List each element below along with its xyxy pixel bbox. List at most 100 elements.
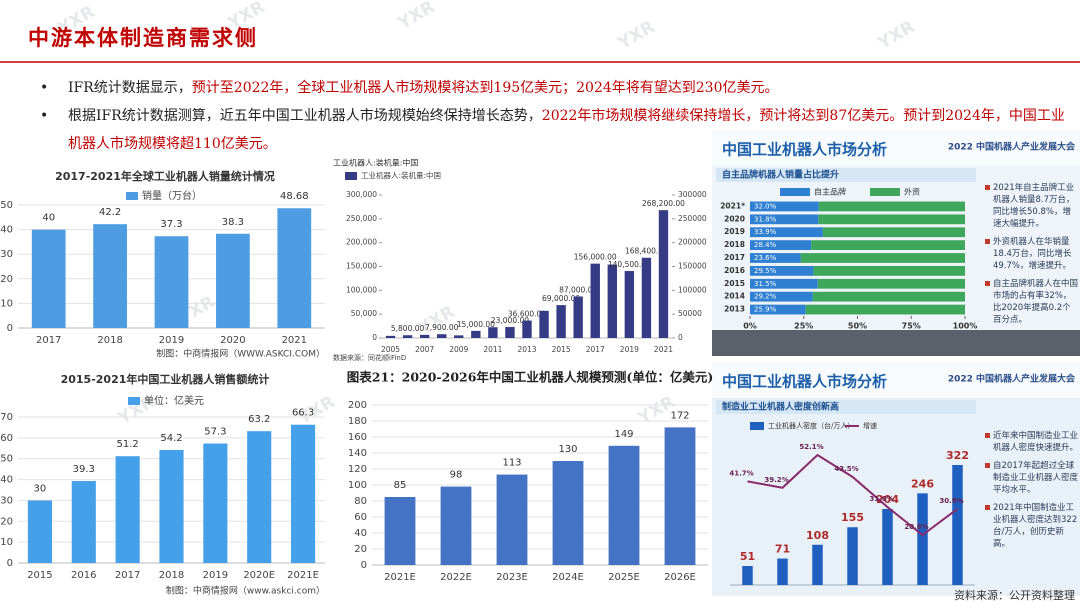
legend-swatch <box>870 188 900 196</box>
photo-subtitle: 制造业工业机器人密度创新高 <box>722 401 839 413</box>
bar <box>291 424 316 563</box>
data-label: 51 <box>740 550 755 563</box>
bullet-text: 2022年市场规模将继续保持增长，预计将达到87亿美元。预计到2024年，中国工… <box>68 108 1065 152</box>
data-label: 7,900.00 <box>425 323 459 332</box>
x-tick-label: 75% <box>902 322 921 331</box>
bar <box>812 544 823 585</box>
x-tick-label: 2015 <box>552 345 571 354</box>
bar <box>952 465 963 585</box>
bar-segment <box>750 253 801 263</box>
x-tick-label: 2024E <box>552 572 584 583</box>
y-tick-label: 300,000 <box>346 190 377 199</box>
bullet-text: 预计至2022年，全球工业机器人市场规模将达到195亿美元；2024年将有望达到… <box>191 80 779 96</box>
data-label: 140,500.00 <box>608 260 651 269</box>
data-label: 23,000.00 <box>491 316 529 325</box>
x-tick-label: 2015 <box>27 570 52 581</box>
x-tick-label: 0% <box>743 322 757 331</box>
bar <box>27 500 52 563</box>
x-tick-label: 2018 <box>159 570 184 581</box>
y-tick-label: 40 <box>0 225 13 236</box>
data-label: 71 <box>775 543 790 556</box>
bar <box>641 257 652 338</box>
bar-segment <box>750 291 813 302</box>
bar-segment <box>811 240 965 251</box>
data-label: 28.4% <box>754 241 777 249</box>
x-tick-label: 2023E <box>496 572 528 583</box>
data-label: 42.2 <box>99 207 121 218</box>
bar <box>216 233 250 328</box>
x-tick-label: 2016 <box>71 570 96 581</box>
bar <box>917 493 928 585</box>
source-note: 资料来源：公开资料整理 <box>954 588 1075 602</box>
y-tick-label: 140 <box>348 448 367 459</box>
legend-label: 自主品牌 <box>814 187 846 197</box>
data-label: 36,600.00 <box>508 310 546 319</box>
y-tick-label: 2014 <box>724 292 745 301</box>
x-tick-label: 50% <box>848 322 867 331</box>
y-tick-label: 70 <box>0 412 13 423</box>
bar <box>437 334 447 338</box>
legend-swatch <box>128 397 140 405</box>
bar-segment <box>812 291 965 302</box>
annotation: 自主品牌机器人在中国市场的占有率32%，比2020年提高0.2个百分点。 <box>985 278 1079 326</box>
x-tick-label: 2017 <box>115 570 140 581</box>
data-label: 57.3 <box>204 426 226 437</box>
bar <box>658 210 669 338</box>
bullet-text: 根据IFR统计数据测算，近五年中国工业机器人市场规模始终保持增长态势， <box>68 108 542 124</box>
chart-title: 2017-2021年全球工业机器人销量统计情况 <box>55 169 275 183</box>
data-label: 43.5% <box>834 465 858 473</box>
bullet: 根据IFR统计数据测算，近五年中国工业机器人市场规模始终保持增长态势，2022年… <box>40 102 1070 158</box>
watermark: YXR <box>874 17 918 54</box>
y-tick-label: 200,000 <box>346 238 377 247</box>
data-label: 31.5% <box>754 280 777 288</box>
bar <box>454 335 464 338</box>
y2-tick-label: 150000 <box>678 262 707 271</box>
legend-label: 增速 <box>863 421 877 430</box>
bar <box>608 445 640 565</box>
data-label: 246 <box>911 477 934 490</box>
bar <box>71 481 96 563</box>
bar <box>522 320 532 338</box>
bar <box>277 208 312 328</box>
y-tick-label: 250,000 <box>346 214 377 223</box>
bar-segment <box>750 227 823 238</box>
annotation: 近年来中国制造业工业机器人密度快速提升。 <box>985 430 1079 454</box>
photo-brand: 2022 中国机器人产业发展大会 <box>948 373 1076 385</box>
photo-1-audience <box>712 330 1080 356</box>
watermark: YXR <box>614 17 658 54</box>
bullet-text: IFR统计数据显示， <box>68 80 192 96</box>
y-tick-label: 2016 <box>724 266 745 275</box>
legend-swatch <box>126 192 138 200</box>
data-label: 69,000.00 <box>542 294 580 303</box>
y-tick-label: 0 <box>361 560 367 571</box>
data-label: 33.9% <box>754 228 777 236</box>
y-tick-label: 2018 <box>724 240 745 249</box>
bar <box>496 474 528 565</box>
watermark: YXR <box>394 0 438 34</box>
legend-swatch <box>750 422 764 430</box>
y-tick-label: 10 <box>0 298 13 309</box>
data-label: 48.68 <box>280 191 309 202</box>
bar <box>440 486 472 565</box>
y-tick-label: 10 <box>0 537 13 548</box>
x-tick-label: 2013 <box>517 345 536 354</box>
x-tick-label: 2020 <box>220 335 245 346</box>
y2-tick-label: 300000 <box>678 190 707 199</box>
y-tick-label: 160 <box>348 432 367 443</box>
data-label: 268,200.00 <box>642 199 685 208</box>
data-label: 172 <box>670 410 689 421</box>
data-label: 41.7% <box>729 469 753 477</box>
bar <box>31 229 66 328</box>
data-label: 37.3 <box>160 219 182 230</box>
chart-caption: 制图：中商情报网（www.askci.com） <box>166 585 325 597</box>
bar <box>607 264 617 338</box>
x-tick-label: 2011 <box>483 345 502 354</box>
bar-segment <box>813 265 965 276</box>
slide-title: 中游本体制造商需求侧 <box>28 25 258 50</box>
bar <box>115 456 140 563</box>
data-label: 113 <box>502 458 521 469</box>
x-tick-label: 25% <box>794 322 813 331</box>
bar-segment <box>805 304 965 315</box>
subtitle-band <box>716 400 976 414</box>
y2-tick-label: 0 <box>678 333 683 342</box>
